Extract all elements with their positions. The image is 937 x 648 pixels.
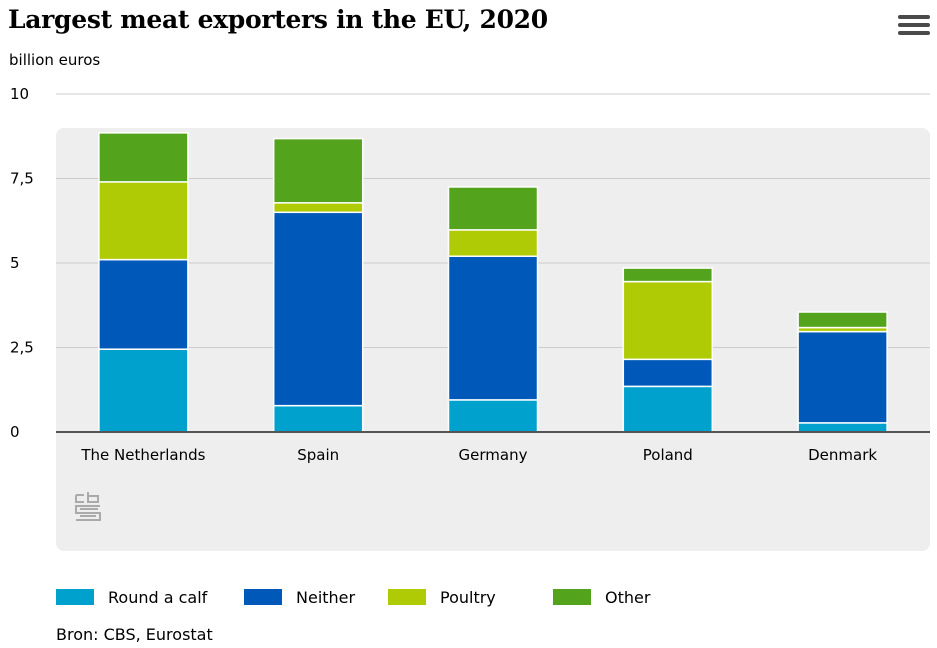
bar-segment[interactable] [797, 330, 888, 424]
y-tick-label: 0 [10, 423, 20, 441]
bar-segment[interactable] [272, 404, 364, 433]
bar-segment[interactable] [797, 311, 888, 329]
y-tick-label: 10 [10, 85, 29, 103]
bar-segment[interactable] [622, 280, 714, 361]
bar-segment[interactable] [98, 132, 189, 183]
bar-segment[interactable] [447, 229, 539, 257]
legend-swatch [553, 589, 591, 605]
chart-title: Largest meat exporters in the EU, 2020 [8, 5, 548, 34]
plot-background-white [56, 85, 930, 125]
x-tick-label: Denmark [808, 446, 877, 464]
gridlines: 0 2,5 5 7,5 10 [10, 85, 930, 441]
bar-segment[interactable] [447, 399, 539, 433]
bars-group [98, 132, 888, 433]
x-axis-labels: The Netherlands Spain Germany Poland Denmark [80, 446, 877, 464]
legend-item-neither[interactable]: Neither [244, 585, 355, 609]
bar-segment[interactable] [622, 385, 714, 433]
legend-label: Other [605, 587, 651, 607]
y-tick-label: 5 [10, 254, 20, 272]
legend: Round a calf Neither Poultry Other [0, 585, 937, 609]
x-tick-label: Spain [297, 446, 339, 464]
bar-segment[interactable] [98, 258, 189, 350]
legend-swatch [388, 589, 426, 605]
bar-segment[interactable] [447, 186, 539, 231]
legend-item-round-a-calf[interactable]: Round a calf [56, 585, 207, 609]
legend-swatch [56, 589, 94, 605]
bar-segment[interactable] [622, 358, 714, 388]
legend-label: Round a calf [108, 587, 208, 607]
legend-label: Poultry [440, 587, 496, 607]
x-tick-label: The Netherlands [80, 446, 205, 464]
legend-swatch [244, 589, 282, 605]
y-tick-label: 2,5 [10, 339, 34, 357]
y-tick-label: 7,5 [10, 170, 34, 188]
legend-item-other[interactable]: Other [553, 585, 650, 609]
y-axis-unit-label: billion euros [9, 51, 101, 69]
bar-segment[interactable] [98, 181, 189, 261]
cbs-logo-icon [75, 492, 101, 521]
hamburger-menu-icon[interactable] [898, 15, 930, 41]
x-tick-label: Germany [459, 446, 528, 464]
bar-segment[interactable] [622, 267, 714, 283]
legend-item-poultry[interactable]: Poultry [388, 585, 496, 609]
stacked-bar-chart: 0 2,5 5 7,5 10 The Netherlands Spain Germany Po… [10, 85, 930, 551]
source-note: Bron: CBS, Eurostat [56, 625, 213, 644]
bar-segment[interactable] [272, 211, 364, 407]
bar-segment[interactable] [272, 202, 364, 214]
bar-segment[interactable] [797, 422, 888, 433]
bar-segment[interactable] [447, 255, 539, 401]
legend-label: Neither [296, 587, 356, 607]
bar-segment[interactable] [98, 348, 189, 433]
x-tick-label: Poland [643, 446, 693, 464]
bar-segment[interactable] [272, 137, 364, 204]
